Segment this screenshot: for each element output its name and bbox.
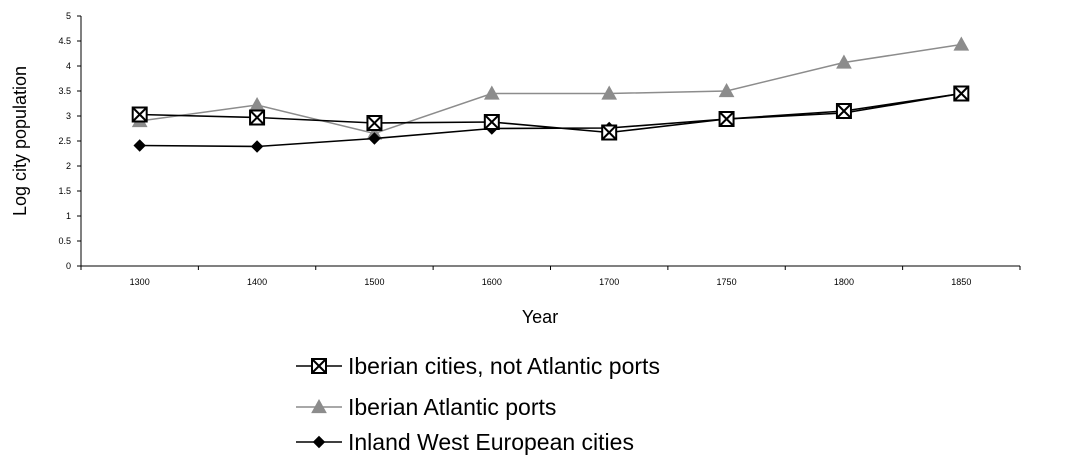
y-tick-label: 2.5 — [58, 136, 71, 146]
data-point — [718, 111, 735, 127]
x-tick-label: 1850 — [951, 277, 971, 287]
y-tick-label: 0.5 — [58, 236, 71, 246]
y-tick-label: 3 — [66, 111, 71, 121]
data-point — [601, 124, 618, 141]
y-axis-ticks: 0 0.5 1 1.5 2 2.5 3 3.5 4 4.5 5 — [58, 11, 81, 271]
x-tick-label: 1400 — [247, 277, 267, 287]
data-point — [953, 36, 970, 51]
x-tick-label: 1800 — [834, 277, 854, 287]
data-point — [133, 139, 146, 152]
legend-marker — [312, 435, 326, 449]
data-point — [250, 140, 264, 153]
legend-item: Inland West European cities — [296, 429, 634, 455]
data-point — [953, 85, 970, 102]
y-tick-label: 4.5 — [58, 36, 71, 46]
legend-item: Iberian cities, not Atlantic ports — [296, 353, 660, 379]
data-point — [131, 106, 148, 123]
x-tick-label: 1300 — [130, 277, 150, 287]
y-tick-label: 3.5 — [58, 86, 71, 96]
y-tick-label: 2 — [66, 161, 71, 171]
data-point — [835, 103, 852, 119]
x-tick-label: 1600 — [482, 277, 502, 287]
data-point — [601, 85, 618, 100]
legend-marker — [311, 398, 327, 414]
legend-label: Inland West European cities — [348, 429, 634, 455]
y-tick-label: 1.5 — [58, 186, 71, 196]
x-tick-label: 1700 — [599, 277, 619, 287]
y-tick-label: 1 — [66, 211, 71, 221]
series-1 — [131, 85, 970, 141]
y-tick-label: 0 — [66, 261, 71, 271]
y-axis-title: Log city population — [10, 66, 30, 216]
x-axis-title: Year — [522, 307, 558, 327]
data-point — [366, 115, 383, 131]
data-point — [483, 85, 500, 100]
legend-label: Iberian cities, not Atlantic ports — [348, 353, 660, 379]
data-point — [368, 132, 381, 145]
series-layer — [131, 36, 970, 153]
x-tick-label: 1750 — [717, 277, 737, 287]
series-line — [139, 92, 962, 148]
legend-label: Iberian Atlantic ports — [348, 394, 556, 420]
y-tick-label: 5 — [66, 11, 71, 21]
data-point — [249, 109, 266, 126]
axes — [80, 16, 1020, 267]
y-tick-label: 4 — [66, 61, 71, 71]
legend-marker — [311, 358, 327, 374]
legend-item: Iberian Atlantic ports — [296, 394, 556, 420]
data-point — [718, 82, 735, 98]
series-line — [139, 92, 962, 134]
data-point — [483, 114, 500, 130]
data-point — [836, 54, 852, 69]
legend: Iberian cities, not Atlantic ports Iberia… — [296, 353, 660, 455]
x-tick-label: 1500 — [364, 277, 384, 287]
x-axis-ticks: 1300 1400 1500 1600 1700 1750 1800 1850 — [80, 266, 1021, 287]
series-line — [139, 43, 962, 135]
data-point — [249, 96, 265, 112]
